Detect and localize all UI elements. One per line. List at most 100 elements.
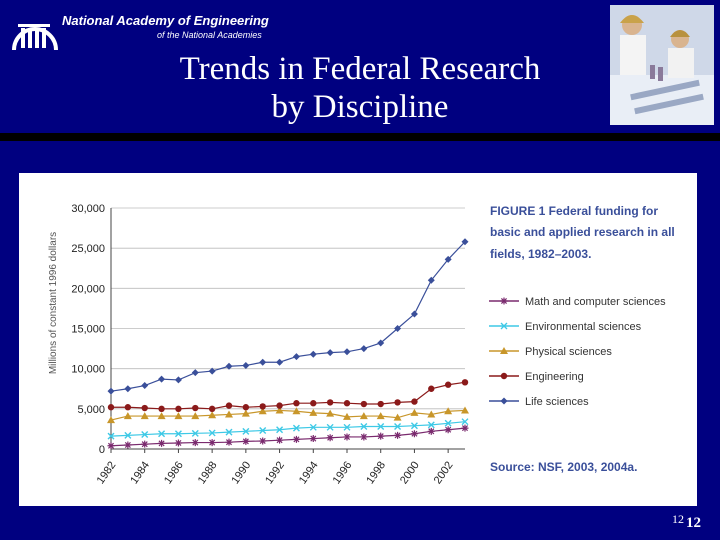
data-point: [192, 404, 199, 412]
y-tick-label: 30,000: [71, 203, 105, 215]
caption-line-2: basic and applied research in all: [490, 225, 675, 239]
data-point: [343, 412, 351, 420]
data-point: [427, 427, 435, 435]
data-point: [158, 375, 166, 383]
series-line: [110, 241, 466, 392]
data-point: [107, 442, 115, 450]
data-point: [258, 407, 267, 415]
data-point: [208, 429, 216, 437]
data-point: [158, 430, 166, 438]
data-point: [461, 238, 469, 246]
y-tick-label: 25,000: [71, 243, 105, 255]
data-point: [377, 423, 385, 431]
data-point: [174, 376, 182, 384]
data-point: [107, 404, 115, 411]
data-point: [174, 412, 183, 420]
legend-label: Life sciences: [525, 396, 589, 408]
data-point: [123, 412, 132, 420]
data-point: [376, 412, 385, 420]
x-tick-label: 2000: [398, 459, 422, 486]
data-point: [259, 403, 266, 410]
lab-photo: [610, 5, 714, 125]
data-point: [259, 437, 267, 445]
caption-line-3: fields, 1982–2003.: [490, 247, 591, 261]
legend-marker: [500, 397, 508, 405]
legend-marker: [500, 297, 508, 305]
y-tick-label: 15,000: [71, 324, 105, 336]
data-point: [461, 406, 469, 414]
data-point: [343, 400, 351, 407]
figure-source: Source: NSF, 2003, 2004a.: [490, 460, 637, 474]
data-point: [259, 427, 267, 435]
data-point: [410, 408, 419, 416]
legend-marker: [500, 347, 508, 354]
series-line: [110, 409, 466, 421]
data-point: [444, 381, 452, 388]
data-point: [175, 405, 182, 413]
x-tick-label: 2002: [432, 459, 456, 486]
data-point: [310, 400, 317, 407]
data-point: [427, 410, 436, 418]
data-point: [157, 412, 166, 420]
data-point: [141, 404, 148, 412]
data-point: [410, 310, 418, 318]
data-point: [107, 416, 115, 424]
x-tick-label: 1988: [196, 459, 220, 486]
data-point: [427, 276, 435, 284]
data-point: [360, 423, 368, 431]
x-tick-label: 1998: [364, 459, 388, 486]
data-point: [225, 428, 233, 436]
series-line: [111, 381, 466, 410]
data-point: [309, 423, 317, 431]
data-point: [309, 435, 317, 443]
data-point: [377, 432, 385, 440]
data-point: [225, 362, 233, 370]
data-point: [141, 382, 149, 390]
caption-line-1: FIGURE 1 Federal funding for: [490, 204, 658, 218]
legend-label: Engineering: [525, 371, 584, 383]
data-point: [360, 433, 368, 441]
data-point: [242, 437, 250, 445]
data-point: [326, 434, 334, 442]
data-point: [292, 407, 301, 415]
data-point: [259, 358, 267, 366]
data-point: [124, 385, 132, 393]
data-point: [360, 400, 368, 408]
y-axis-label: Millions of constant 1996 dollars: [48, 232, 59, 374]
data-point: [124, 431, 132, 439]
data-point: [276, 402, 283, 409]
data-point: [394, 399, 401, 406]
data-point: [444, 419, 452, 427]
org-subtitle: of the National Academies: [157, 30, 262, 40]
x-tick-label: 1996: [331, 459, 355, 486]
x-tick-label: 1994: [297, 459, 321, 486]
data-point: [158, 439, 166, 447]
org-name: National Academy of Engineering: [62, 13, 269, 28]
header-divider: [0, 133, 720, 141]
data-point: [360, 345, 368, 353]
y-tick-label: 10,000: [71, 364, 105, 376]
series-line: [110, 427, 466, 447]
data-point: [292, 353, 300, 361]
data-point: [276, 358, 284, 366]
data-point: [140, 412, 149, 420]
slide-number-large: 12: [686, 515, 701, 531]
data-point: [141, 440, 149, 448]
data-point: [107, 387, 115, 395]
data-point: [191, 412, 200, 420]
data-point: [411, 398, 418, 405]
x-tick-label: 1990: [229, 459, 253, 486]
data-point: [208, 405, 216, 413]
data-point: [343, 348, 351, 356]
figure-caption: FIGURE 1 Federal funding for basic and a…: [490, 204, 675, 261]
chart-svg: 0 5,000 10,000 15,000 20,000 25,000 30,000 1982…: [48, 203, 675, 486]
data-point: [276, 436, 284, 444]
data-point: [191, 369, 199, 377]
data-point: [394, 423, 402, 431]
data-point: [292, 424, 300, 432]
data-point: [359, 412, 368, 420]
data-point: [343, 433, 351, 441]
chart-series: [107, 238, 469, 450]
data-point: [393, 413, 402, 421]
data-point: [309, 408, 318, 416]
